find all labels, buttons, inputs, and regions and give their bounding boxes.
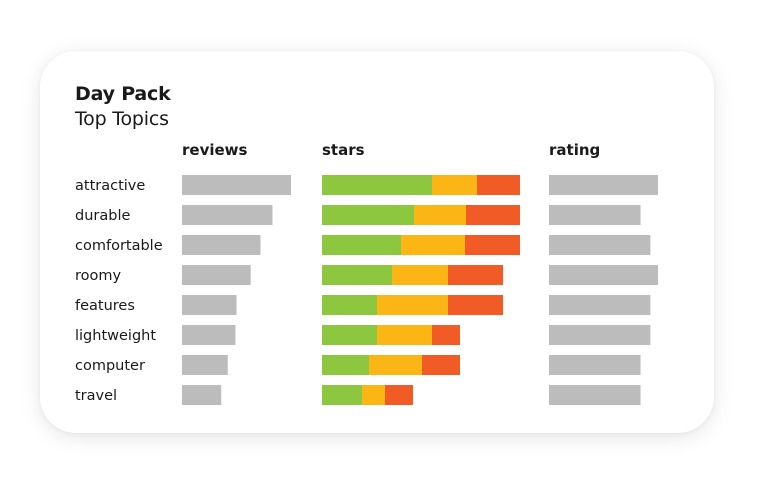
rating-bar-attractive [549, 175, 658, 195]
stars-low-segment-durable [466, 205, 520, 225]
stars-mid-segment-durable [414, 205, 466, 225]
column-header-reviews: reviews [182, 141, 248, 159]
rating-bar-travel [549, 385, 641, 405]
stars-mid-segment-comfortable [401, 235, 465, 255]
reviews-bar-travel [182, 385, 222, 405]
product-title: Day Pack [75, 83, 171, 105]
stars-high-segment-travel [322, 385, 362, 405]
row-label-comfortable: comfortable [75, 238, 163, 254]
row-label-lightweight: lightweight [75, 328, 156, 344]
reviews-bar-durable [182, 205, 273, 225]
stars-high-segment-comfortable [322, 235, 401, 255]
reviews-bar-comfortable [182, 235, 261, 255]
stars-mid-segment-attractive [432, 175, 477, 195]
stars-high-segment-attractive [322, 175, 432, 195]
rating-bar-roomy [549, 265, 658, 285]
row-label-features: features [75, 298, 135, 314]
reviews-bar-lightweight [182, 325, 236, 345]
stars-mid-segment-lightweight [377, 325, 432, 345]
stars-low-segment-comfortable [465, 235, 520, 255]
stars-low-segment-lightweight [432, 325, 460, 345]
row-label-attractive: attractive [75, 178, 145, 194]
stars-low-segment-computer [422, 355, 460, 375]
stars-high-segment-features [322, 295, 377, 315]
stars-low-segment-roomy [448, 265, 503, 285]
chart-subtitle: Top Topics [75, 108, 169, 130]
stars-low-segment-travel [385, 385, 413, 405]
stars-high-segment-roomy [322, 265, 392, 285]
stars-high-segment-computer [322, 355, 369, 375]
column-header-stars: stars [322, 141, 365, 159]
row-label-computer: computer [75, 358, 145, 374]
stars-high-segment-durable [322, 205, 414, 225]
reviews-bar-roomy [182, 265, 251, 285]
reviews-bar-attractive [182, 175, 291, 195]
reviews-bar-features [182, 295, 237, 315]
stars-mid-segment-features [377, 295, 448, 315]
rating-bar-comfortable [549, 235, 651, 255]
row-label-durable: durable [75, 208, 130, 224]
stars-mid-segment-roomy [392, 265, 448, 285]
reviews-bar-computer [182, 355, 228, 375]
stars-high-segment-lightweight [322, 325, 377, 345]
stars-low-segment-features [448, 295, 503, 315]
rating-bar-lightweight [549, 325, 651, 345]
rating-bar-durable [549, 205, 641, 225]
stars-low-segment-attractive [477, 175, 520, 195]
stars-mid-segment-travel [362, 385, 385, 405]
rating-bar-computer [549, 355, 641, 375]
rating-bar-features [549, 295, 651, 315]
row-label-travel: travel [75, 388, 117, 404]
row-label-roomy: roomy [75, 268, 122, 284]
column-header-rating: rating [549, 141, 601, 159]
stars-mid-segment-computer [369, 355, 422, 375]
